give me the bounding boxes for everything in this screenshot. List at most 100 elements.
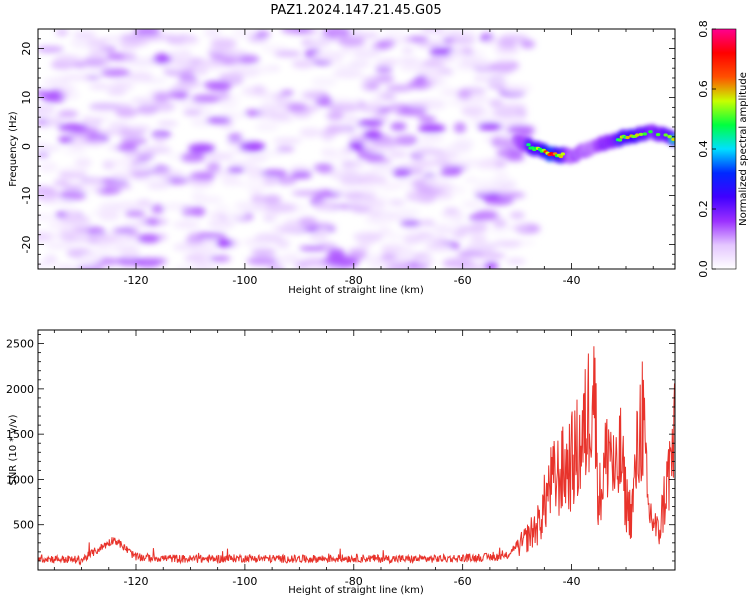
noise-blob [248, 188, 265, 195]
noise-blob [59, 90, 80, 100]
noise-blob [337, 35, 365, 47]
noise-blob [38, 105, 56, 116]
y-tick-label: 500 [13, 519, 34, 532]
noise-blob [356, 152, 386, 161]
noise-blob [207, 83, 232, 92]
noise-blob [332, 187, 355, 194]
noise-blob [494, 171, 509, 179]
noise-blob [122, 222, 151, 228]
noise-blob [241, 86, 269, 97]
noise-blob [75, 264, 105, 269]
noise-blob [130, 97, 162, 104]
x-tick-label: -80 [345, 274, 363, 287]
noise-blob [290, 171, 313, 179]
noise-blob [489, 227, 509, 235]
noise-blob [119, 248, 141, 260]
noise-blob [153, 135, 167, 144]
noise-blob [38, 214, 57, 220]
noise-blob [191, 94, 223, 103]
noise-blob [392, 135, 410, 144]
y-tick-label: 0 [20, 143, 33, 150]
noise-blobs [38, 29, 541, 269]
spectrogram-x-ticks: -120 -100 -80 -60 -40 [53, 29, 654, 287]
noise-blob [65, 208, 81, 216]
noise-blob [483, 78, 510, 85]
noise-blob [451, 216, 465, 225]
noise-blob [420, 29, 444, 34]
noise-blob [38, 46, 65, 53]
noise-blob [400, 220, 421, 227]
noise-blob [280, 90, 294, 96]
noise-blob [128, 59, 158, 68]
noise-blob [80, 253, 102, 264]
noise-blob [234, 181, 265, 188]
snr-panel: -120 -100 -80 -60 -40 500 1000 1500 2000 2500 He… [6, 329, 676, 596]
noise-blob [162, 64, 185, 71]
noise-blob [417, 258, 436, 265]
noise-blob [115, 108, 138, 118]
noise-blob [468, 255, 495, 261]
noise-blob [203, 29, 221, 38]
noise-blob [368, 214, 387, 224]
noise-blob [326, 257, 359, 268]
noise-blob [188, 143, 216, 154]
noise-blob [144, 217, 159, 226]
noise-blob [489, 98, 504, 109]
noise-blob [151, 130, 172, 138]
noise-blob [243, 241, 271, 247]
noise-blob [298, 90, 325, 100]
noise-blob [339, 103, 356, 110]
noise-blob [120, 33, 146, 42]
noise-blob [260, 169, 288, 177]
y-tick-label: 1500 [6, 428, 34, 441]
noise-blob [341, 160, 365, 169]
noise-blob [100, 68, 131, 78]
noise-blob [206, 116, 232, 125]
x-tick-label: -120 [124, 274, 149, 287]
signal-peak [560, 152, 565, 156]
noise-blob [150, 204, 165, 214]
noise-blob [146, 178, 171, 184]
x-tick-label: -40 [563, 575, 581, 588]
noise-blob [53, 54, 80, 64]
noise-blob [207, 218, 236, 229]
x-tick-label: -120 [124, 575, 149, 588]
noise-blob [344, 115, 359, 124]
noise-blob [477, 122, 503, 131]
noise-blob [57, 123, 88, 132]
noise-blob [266, 103, 290, 111]
noise-blob [388, 199, 405, 206]
noise-blob [114, 256, 144, 266]
noise-blob [210, 38, 237, 49]
spectrogram-frame [37, 28, 676, 270]
colorbar-tick-label: 0.0 [697, 260, 710, 278]
noise-blob [358, 175, 388, 185]
noise-blob [311, 76, 337, 88]
noise-blob [399, 62, 426, 72]
noise-blob [136, 199, 153, 208]
noise-blob [60, 234, 77, 241]
noise-blob [120, 137, 148, 145]
noise-blob [255, 123, 279, 131]
signal-core [526, 130, 675, 159]
noise-blob [218, 101, 240, 110]
noise-blob [227, 132, 243, 144]
noise-blob [367, 252, 381, 261]
noise-blob [313, 200, 334, 211]
noise-blob [373, 142, 399, 149]
noise-blob [251, 247, 276, 257]
noise-blob [416, 78, 442, 83]
noise-blob [322, 29, 351, 38]
noise-blob [269, 116, 295, 123]
noise-blob [59, 214, 91, 225]
noise-blob [304, 256, 322, 268]
noise-blob [124, 210, 146, 218]
noise-blob [272, 138, 303, 144]
x-tick-label: -100 [232, 274, 257, 287]
noise-blob [385, 231, 404, 242]
noise-blob [38, 141, 50, 147]
noise-blob [394, 110, 425, 116]
noise-blob [118, 41, 140, 50]
noise-blob [179, 74, 198, 83]
noise-blob [183, 109, 202, 116]
